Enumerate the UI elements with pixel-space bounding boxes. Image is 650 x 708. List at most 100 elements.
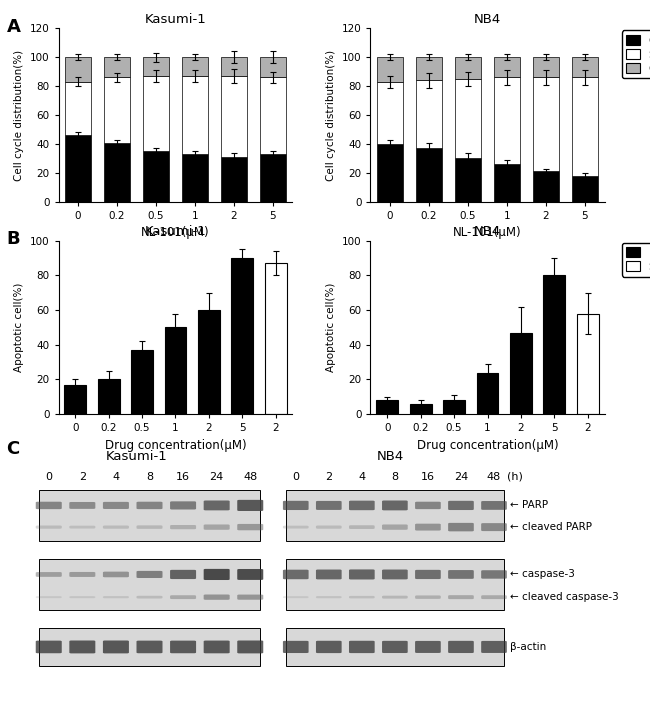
Bar [494, 57, 519, 77]
Bar [221, 157, 246, 202]
FancyBboxPatch shape [136, 502, 162, 509]
FancyBboxPatch shape [36, 596, 62, 598]
Title: Kasumi-1: Kasumi-1 [144, 225, 206, 238]
Text: 0: 0 [46, 472, 52, 481]
Bar [286, 490, 504, 541]
FancyBboxPatch shape [136, 596, 162, 598]
FancyBboxPatch shape [415, 502, 441, 509]
Bar [143, 57, 168, 76]
Text: ← cleaved caspase-3: ← cleaved caspase-3 [510, 592, 619, 602]
FancyBboxPatch shape [481, 641, 507, 653]
Bar [455, 159, 480, 202]
Text: 24: 24 [209, 472, 224, 481]
FancyBboxPatch shape [70, 525, 96, 529]
Text: 24: 24 [454, 472, 468, 481]
FancyBboxPatch shape [203, 525, 229, 530]
FancyBboxPatch shape [203, 595, 229, 600]
FancyBboxPatch shape [283, 525, 309, 529]
FancyBboxPatch shape [481, 523, 507, 531]
FancyBboxPatch shape [203, 641, 229, 653]
FancyBboxPatch shape [349, 596, 374, 598]
X-axis label: Drug concentration(μM): Drug concentration(μM) [417, 439, 558, 452]
Bar [416, 148, 441, 202]
Bar [543, 275, 566, 414]
Bar [104, 142, 129, 202]
FancyBboxPatch shape [316, 641, 342, 653]
Bar [39, 629, 260, 666]
Text: 2: 2 [79, 472, 86, 481]
FancyBboxPatch shape [382, 569, 408, 579]
FancyBboxPatch shape [70, 572, 96, 577]
FancyBboxPatch shape [349, 525, 374, 529]
Bar [198, 310, 220, 414]
Bar [476, 372, 499, 414]
Text: ← cleaved PARP: ← cleaved PARP [510, 522, 592, 532]
Bar [494, 164, 519, 202]
Text: β-actin: β-actin [510, 642, 547, 652]
Bar [104, 77, 129, 142]
FancyBboxPatch shape [136, 641, 162, 653]
Bar [39, 490, 260, 541]
FancyBboxPatch shape [170, 595, 196, 599]
X-axis label: NL-101(μM): NL-101(μM) [453, 227, 522, 239]
Bar [455, 79, 480, 159]
FancyBboxPatch shape [237, 569, 263, 580]
Bar [533, 171, 558, 202]
Text: B: B [6, 230, 20, 248]
FancyBboxPatch shape [170, 641, 196, 653]
FancyBboxPatch shape [415, 641, 441, 653]
FancyBboxPatch shape [283, 501, 309, 510]
FancyBboxPatch shape [382, 501, 408, 510]
Text: A: A [6, 18, 20, 35]
FancyBboxPatch shape [36, 572, 62, 577]
FancyBboxPatch shape [170, 525, 196, 530]
FancyBboxPatch shape [36, 502, 62, 509]
Text: 16: 16 [176, 472, 190, 481]
Bar [104, 57, 129, 77]
Bar [572, 176, 598, 202]
Y-axis label: Cell cycle distribution(%): Cell cycle distribution(%) [326, 50, 336, 181]
Text: 48: 48 [487, 472, 501, 481]
Bar [377, 82, 402, 144]
FancyBboxPatch shape [103, 502, 129, 509]
Text: 16: 16 [421, 472, 435, 481]
FancyBboxPatch shape [237, 500, 263, 511]
FancyBboxPatch shape [70, 641, 96, 653]
Text: 4: 4 [112, 472, 120, 481]
FancyBboxPatch shape [237, 524, 263, 530]
Bar [164, 327, 187, 414]
Text: 4: 4 [358, 472, 365, 481]
Bar [265, 263, 287, 414]
Bar [443, 400, 465, 414]
FancyBboxPatch shape [170, 570, 196, 579]
FancyBboxPatch shape [36, 641, 62, 653]
FancyBboxPatch shape [448, 501, 474, 510]
Bar [143, 152, 168, 202]
FancyBboxPatch shape [237, 641, 263, 653]
Bar [376, 400, 398, 414]
FancyBboxPatch shape [481, 570, 507, 578]
FancyBboxPatch shape [136, 571, 162, 578]
Bar [131, 350, 153, 414]
Text: 8: 8 [391, 472, 398, 481]
Bar [494, 77, 519, 164]
FancyBboxPatch shape [448, 641, 474, 653]
X-axis label: NL-101(μM): NL-101(μM) [141, 227, 210, 239]
Bar [65, 82, 90, 135]
FancyBboxPatch shape [70, 596, 96, 598]
FancyBboxPatch shape [382, 525, 408, 530]
FancyBboxPatch shape [382, 641, 408, 653]
FancyBboxPatch shape [481, 595, 507, 599]
Bar [143, 76, 168, 152]
Bar [510, 333, 532, 414]
Title: NB4: NB4 [474, 225, 501, 238]
Bar [455, 57, 480, 79]
Text: ← PARP: ← PARP [510, 501, 549, 510]
Bar [572, 77, 598, 176]
FancyBboxPatch shape [103, 641, 129, 653]
Bar [182, 76, 207, 154]
Bar [231, 258, 254, 414]
FancyBboxPatch shape [415, 570, 441, 579]
Text: NB4: NB4 [376, 450, 404, 464]
Text: 48: 48 [243, 472, 257, 481]
